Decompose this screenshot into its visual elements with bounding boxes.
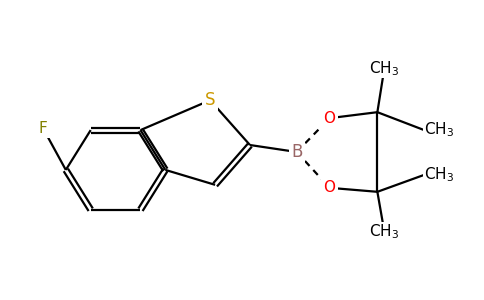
Text: F: F (39, 121, 47, 136)
Text: B: B (291, 143, 302, 161)
Text: CH$_3$: CH$_3$ (369, 59, 399, 78)
Text: CH$_3$: CH$_3$ (424, 166, 454, 184)
Text: O: O (324, 180, 335, 195)
Text: CH$_3$: CH$_3$ (369, 222, 399, 241)
Text: CH$_3$: CH$_3$ (424, 121, 454, 140)
Text: O: O (324, 111, 335, 126)
Text: S: S (205, 91, 215, 109)
